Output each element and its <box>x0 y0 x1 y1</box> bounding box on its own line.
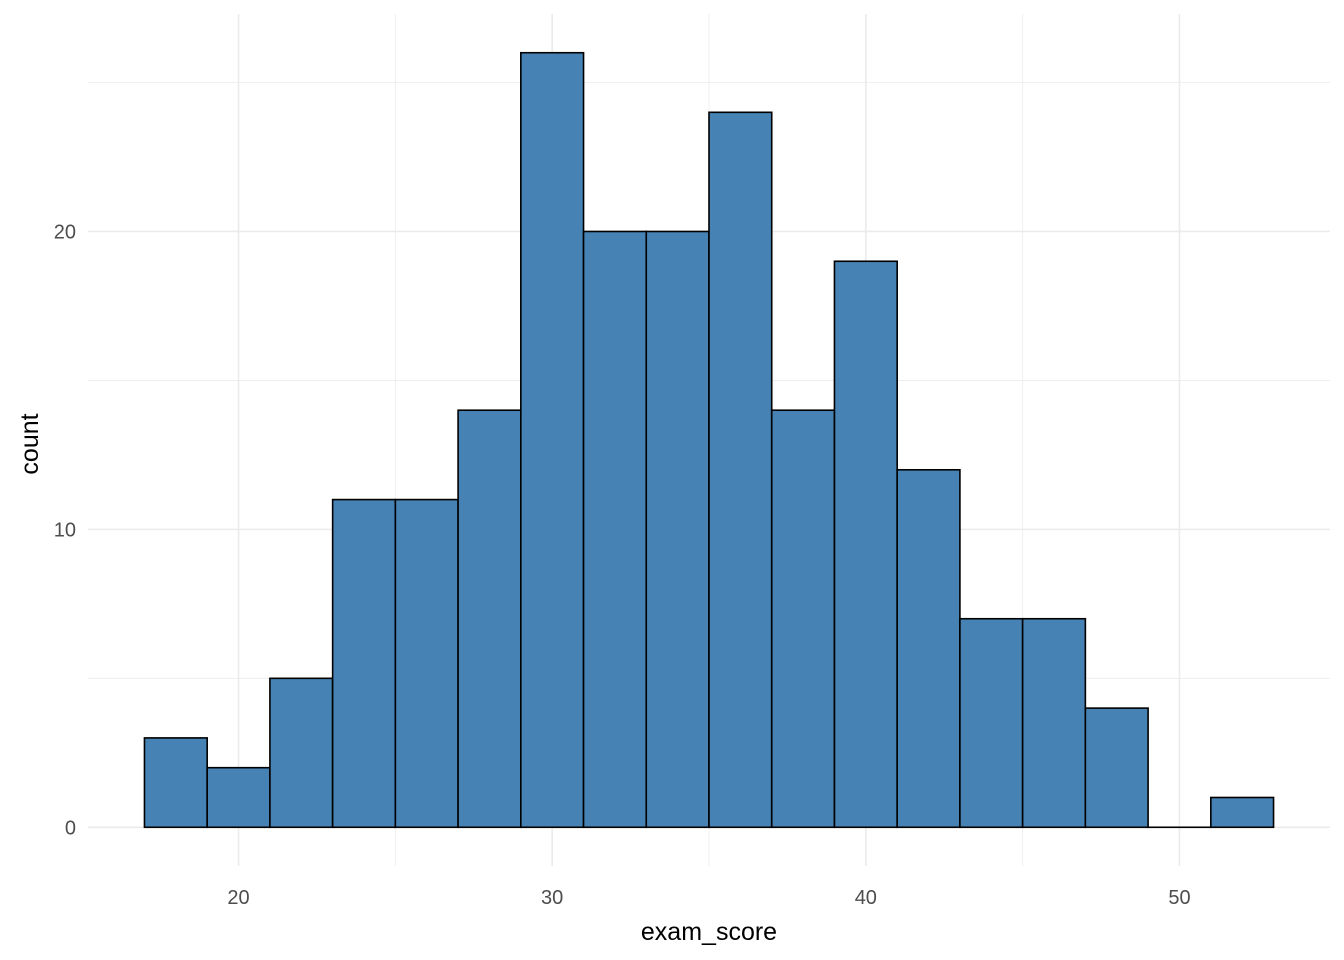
histogram-bar <box>143 737 208 829</box>
x-tick-label: 20 <box>227 887 249 909</box>
histogram-bar <box>206 766 271 829</box>
histogram-bar <box>959 617 1024 829</box>
histogram-bar <box>896 468 961 829</box>
x-axis-title: exam_score <box>641 918 777 946</box>
histogram-bar <box>457 409 522 829</box>
x-tick-label: 40 <box>855 887 877 909</box>
histogram-bar <box>1021 617 1087 829</box>
histogram-bars <box>143 51 1275 829</box>
histogram-bar <box>645 230 710 829</box>
histogram-bar <box>520 51 585 829</box>
histogram-bar <box>1084 707 1149 829</box>
y-tick-label: 0 <box>65 817 76 839</box>
y-axis-title: count <box>16 413 44 474</box>
histogram-bar <box>394 498 459 829</box>
histogram-bar <box>833 260 898 829</box>
histogram-bar <box>331 498 397 829</box>
histogram-bar <box>1210 796 1275 829</box>
y-axis-tick-labels: 0 10 20 <box>54 221 76 839</box>
histogram-bar <box>770 409 836 829</box>
y-tick-label: 20 <box>54 221 76 243</box>
y-tick-label: 10 <box>54 519 76 541</box>
histogram-bar <box>582 230 648 829</box>
histogram-bar <box>708 111 773 829</box>
x-tick-label: 50 <box>1168 887 1190 909</box>
x-axis-tick-labels: 20 30 40 50 <box>227 887 1190 909</box>
x-tick-label: 30 <box>541 887 563 909</box>
histogram-bar <box>269 677 334 829</box>
